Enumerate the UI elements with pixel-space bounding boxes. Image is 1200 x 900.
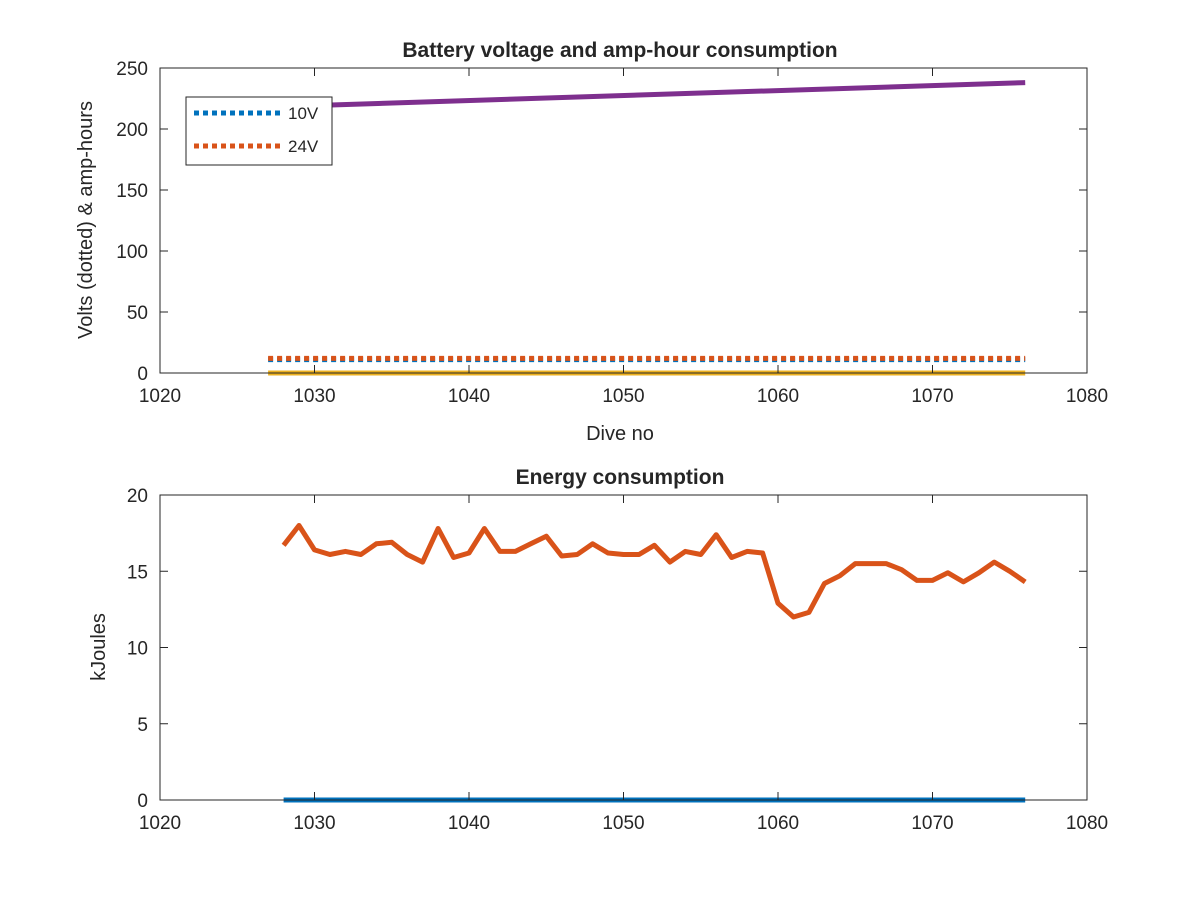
y-tick-label: 20 bbox=[127, 486, 148, 507]
y-tick-label: 0 bbox=[137, 364, 148, 385]
x-tick-label: 1060 bbox=[757, 386, 799, 407]
chart-title: Energy consumption bbox=[516, 466, 725, 489]
x-tick-label: 1040 bbox=[448, 386, 490, 407]
y-tick-label: 10 bbox=[127, 639, 148, 660]
x-tick-label: 1050 bbox=[602, 813, 644, 834]
x-tick-label: 1030 bbox=[293, 813, 335, 834]
y-tick-label: 0 bbox=[137, 791, 148, 812]
series-line-0 bbox=[281, 523, 1027, 620]
y-axis-label: Volts (dotted) & amp-hours bbox=[75, 101, 97, 339]
legend-label-24v: 24V bbox=[288, 137, 319, 156]
legend: 10V 24V bbox=[185, 96, 333, 166]
x-tick-label: 1080 bbox=[1066, 386, 1108, 407]
y-tick-label: 50 bbox=[127, 303, 148, 324]
tick-layer: 1020 1030 1040 1050 1060 1070 1080 0 5 10 15 20 bbox=[127, 486, 1108, 834]
y-tick-label: 15 bbox=[127, 562, 148, 583]
x-tick-label: 1060 bbox=[757, 813, 799, 834]
x-tick-label: 1030 bbox=[293, 386, 335, 407]
chart-title: Battery voltage and amp-hour consumption bbox=[402, 39, 837, 62]
chart-battery: Battery voltage and amp-hour consumption… bbox=[75, 39, 1108, 445]
x-tick-label: 1070 bbox=[911, 813, 953, 834]
chart-energy: Energy consumption 1020 1030 1040 1050 1060 1… bbox=[88, 466, 1108, 834]
x-axis-label: Dive no bbox=[586, 423, 654, 445]
y-tick-label: 100 bbox=[116, 242, 148, 263]
y-tick-label: 250 bbox=[116, 59, 148, 80]
x-tick-label: 1050 bbox=[602, 386, 644, 407]
x-tick-label: 1020 bbox=[139, 386, 181, 407]
x-tick-label: 1040 bbox=[448, 813, 490, 834]
y-axis-label: kJoules bbox=[88, 613, 110, 681]
tick-layer: 1020 1030 1040 1050 1060 1070 1080 0 50 100 150 200… bbox=[116, 59, 1108, 407]
x-tick-label: 1020 bbox=[139, 813, 181, 834]
y-tick-label: 5 bbox=[137, 715, 148, 736]
x-tick-label: 1070 bbox=[911, 386, 953, 407]
series-line-3 bbox=[268, 80, 1026, 110]
x-tick-label: 1080 bbox=[1066, 813, 1108, 834]
legend-label-10v: 10V bbox=[288, 104, 319, 123]
y-tick-label: 150 bbox=[116, 181, 148, 202]
legend-box bbox=[185, 96, 333, 166]
y-tick-label: 200 bbox=[116, 120, 148, 141]
